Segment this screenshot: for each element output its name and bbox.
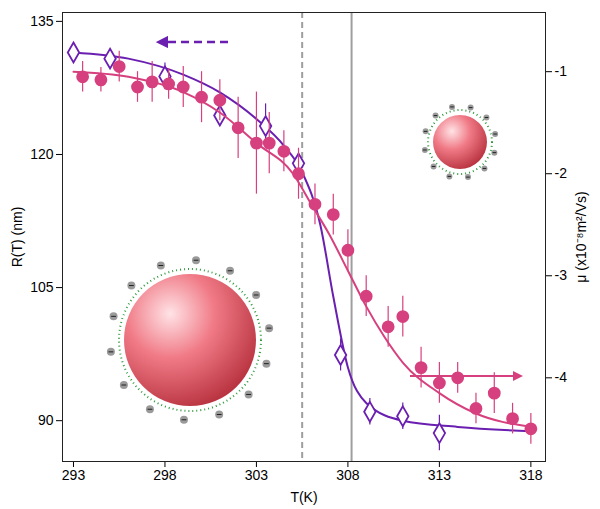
svg-text:-4: -4 [555,369,568,385]
svg-text:μ (x10⁻⁸m²/Vs): μ (x10⁻⁸m²/Vs) [573,191,589,282]
svg-text:90: 90 [38,412,54,428]
svg-text:-1: -1 [555,63,568,79]
svg-text:308: 308 [336,467,360,483]
svg-text:293: 293 [62,467,86,483]
svg-text:R(T) (nm): R(T) (nm) [9,207,25,268]
svg-text:-2: -2 [555,165,568,181]
svg-text:105: 105 [30,279,54,295]
svg-text:303: 303 [245,467,269,483]
svg-text:313: 313 [428,467,452,483]
svg-text:135: 135 [30,13,54,29]
svg-text:298: 298 [153,467,177,483]
svg-text:120: 120 [30,146,54,162]
svg-text:318: 318 [519,467,543,483]
svg-text:-3: -3 [555,267,568,283]
svg-text:T(K): T(K) [290,489,317,505]
